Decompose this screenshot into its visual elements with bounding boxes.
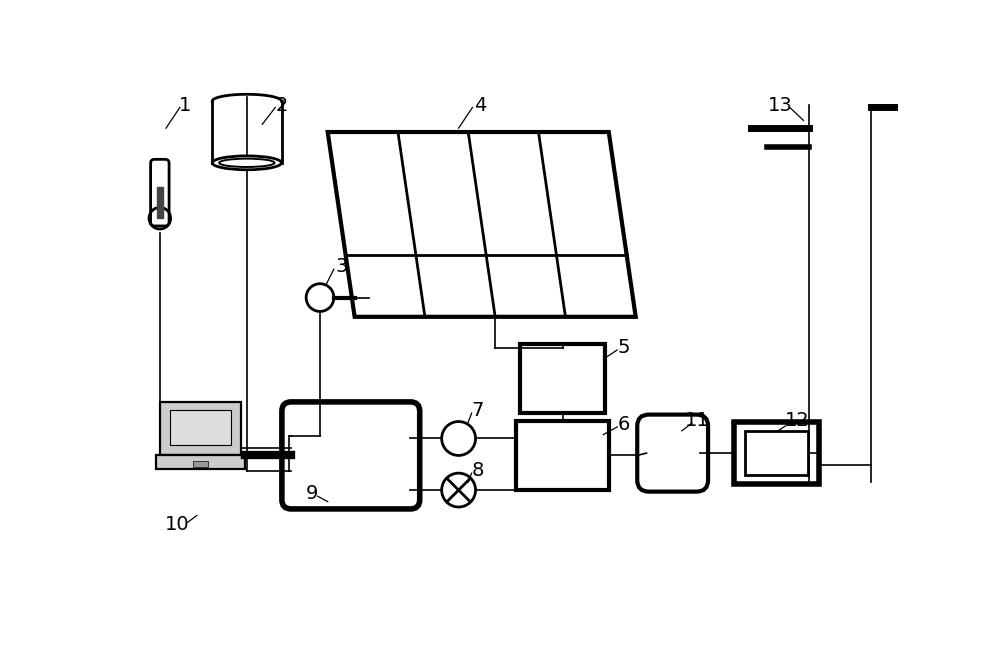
Text: 3: 3 xyxy=(335,257,348,276)
Bar xyxy=(156,456,245,469)
Ellipse shape xyxy=(212,156,282,170)
Text: 8: 8 xyxy=(472,462,484,480)
Text: 1: 1 xyxy=(179,96,191,115)
Bar xyxy=(734,422,819,484)
Text: 6: 6 xyxy=(618,415,630,434)
Bar xyxy=(170,409,231,445)
Text: 5: 5 xyxy=(618,338,630,357)
Text: 13: 13 xyxy=(768,96,793,115)
Bar xyxy=(745,431,808,475)
Text: 12: 12 xyxy=(785,411,810,430)
Bar xyxy=(193,461,208,467)
Text: 9: 9 xyxy=(306,484,318,503)
Text: 10: 10 xyxy=(165,515,190,534)
Text: 7: 7 xyxy=(472,401,484,421)
Text: 2: 2 xyxy=(275,96,288,115)
Bar xyxy=(516,421,609,490)
Text: 4: 4 xyxy=(474,96,486,115)
Bar xyxy=(160,402,241,456)
Bar xyxy=(520,344,605,413)
Text: 11: 11 xyxy=(685,411,710,430)
Bar xyxy=(157,187,163,218)
